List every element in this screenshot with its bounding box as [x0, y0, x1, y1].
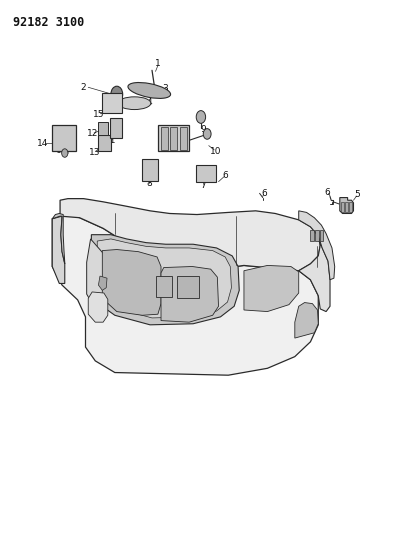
Polygon shape — [87, 239, 109, 309]
Bar — [98, 135, 111, 151]
Bar — [110, 118, 122, 138]
Polygon shape — [299, 236, 330, 312]
Text: 6: 6 — [261, 189, 267, 198]
Bar — [180, 126, 187, 150]
Polygon shape — [102, 249, 161, 316]
Polygon shape — [295, 303, 318, 338]
Text: 11: 11 — [105, 136, 117, 145]
Text: 4: 4 — [147, 98, 152, 107]
Bar — [315, 230, 319, 241]
Bar — [320, 230, 323, 241]
Polygon shape — [52, 215, 318, 375]
Bar — [177, 276, 199, 298]
Text: 9: 9 — [200, 125, 206, 134]
Polygon shape — [244, 265, 299, 312]
Polygon shape — [91, 235, 239, 325]
Bar — [310, 230, 314, 241]
Text: 13: 13 — [89, 148, 100, 157]
Text: 7: 7 — [200, 181, 206, 190]
Text: 8: 8 — [147, 179, 152, 188]
Bar — [102, 93, 122, 113]
Bar — [98, 122, 108, 135]
Bar — [170, 126, 177, 150]
Ellipse shape — [118, 97, 151, 110]
Text: 5: 5 — [355, 190, 360, 199]
Text: 10: 10 — [210, 148, 221, 157]
Polygon shape — [60, 199, 320, 272]
Text: 15: 15 — [93, 110, 105, 119]
Polygon shape — [52, 216, 65, 284]
Bar — [196, 165, 216, 182]
Text: 1: 1 — [155, 60, 161, 68]
Ellipse shape — [196, 111, 206, 123]
Ellipse shape — [128, 83, 171, 99]
Polygon shape — [161, 266, 219, 322]
Text: 12: 12 — [87, 130, 98, 139]
Text: 6: 6 — [324, 188, 330, 197]
Text: 92182 3100: 92182 3100 — [13, 16, 84, 29]
Bar — [52, 125, 76, 151]
Bar — [349, 202, 351, 213]
Text: 6: 6 — [222, 171, 228, 180]
Polygon shape — [340, 198, 353, 214]
Bar — [341, 202, 344, 213]
Text: 2: 2 — [81, 83, 86, 92]
Text: 3: 3 — [162, 84, 168, 93]
Bar — [156, 276, 171, 297]
Polygon shape — [88, 292, 108, 322]
Text: 14: 14 — [37, 139, 48, 148]
Bar — [142, 159, 158, 181]
Ellipse shape — [111, 86, 123, 102]
Text: 6: 6 — [55, 147, 61, 156]
Polygon shape — [97, 239, 231, 318]
Polygon shape — [299, 211, 335, 280]
Ellipse shape — [203, 128, 211, 139]
Ellipse shape — [61, 149, 68, 157]
Bar — [161, 126, 168, 150]
Bar — [158, 125, 189, 151]
Polygon shape — [98, 276, 107, 290]
Polygon shape — [52, 214, 65, 264]
Bar — [345, 202, 348, 213]
